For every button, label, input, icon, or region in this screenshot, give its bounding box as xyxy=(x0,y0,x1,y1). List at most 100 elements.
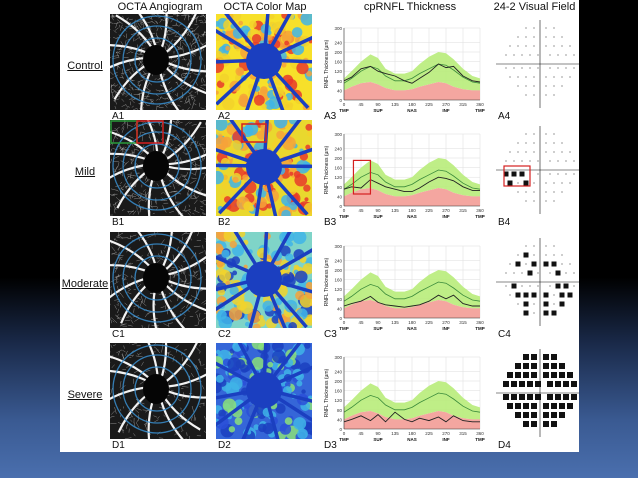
octa-colormap-mild xyxy=(216,120,312,216)
y-tick-label: 40 xyxy=(337,417,343,422)
row-label-control: Control xyxy=(67,60,103,72)
normal-mean-line xyxy=(343,281,481,302)
panel-label-c3: C3 xyxy=(324,329,337,340)
header-visual-field: 24-2 Visual Field xyxy=(493,1,576,13)
header-colormap: OCTA Color Map xyxy=(223,1,307,13)
x-tick-label: 45 xyxy=(358,208,364,213)
x-tick-label: 45 xyxy=(358,431,364,436)
panel-label-c4: C4 xyxy=(498,329,511,340)
rnfl-chart-severe: 0 40 80 120 160 200 240 300 0 45 90 135 180 225 270 315… xyxy=(322,351,492,451)
rnfl-chart-mild: 0 40 80 120 160 200 240 300 0 45 90 135 180 225 270 315… xyxy=(322,128,492,228)
y-axis-label: RNFL Thickness (µm) xyxy=(324,257,330,306)
y-tick-label: 160 xyxy=(334,60,342,65)
y-tick-label: 300 xyxy=(334,244,342,249)
x-tick-label: 180 xyxy=(408,431,416,436)
x-tick-label: 360 xyxy=(476,431,484,436)
x-region-label: NAS xyxy=(407,214,417,219)
y-tick-label: 200 xyxy=(334,379,342,384)
x-region-label: TMP xyxy=(339,437,349,442)
x-tick-label: 225 xyxy=(425,102,433,107)
x-region-label: TMP xyxy=(475,108,485,113)
y-tick-label: 240 xyxy=(334,258,342,263)
x-tick-label: 315 xyxy=(459,431,467,436)
x-tick-label: 45 xyxy=(358,320,364,325)
octa-angiogram-mild xyxy=(110,120,206,216)
below-normal-band xyxy=(344,82,480,100)
panel-label-a2: A2 xyxy=(218,111,231,122)
x-tick-label: 270 xyxy=(442,431,450,436)
highlight-box xyxy=(352,159,372,195)
normal-mean-line xyxy=(343,169,481,190)
x-tick-label: 180 xyxy=(408,320,416,325)
panel-label-d4: D4 xyxy=(498,440,511,451)
x-tick-label: 225 xyxy=(425,431,433,436)
y-tick-label: 160 xyxy=(334,166,342,171)
x-tick-label: 315 xyxy=(459,320,467,325)
y-tick-label: 160 xyxy=(334,278,342,283)
panel-label-c2: C2 xyxy=(218,329,231,340)
y-tick-label: 240 xyxy=(334,369,342,374)
below-normal-band xyxy=(344,188,480,206)
y-tick-label: 40 xyxy=(337,306,343,311)
panel-label-a4: A4 xyxy=(498,111,511,122)
rnfl-chart-control: 0 40 80 120 160 200 240 300 0 45 90 135 180 225 270 315… xyxy=(322,22,492,122)
octa-colormap-control xyxy=(216,14,312,110)
patient-line xyxy=(343,63,481,84)
row-label-mild: Mild xyxy=(74,166,96,178)
normal-band xyxy=(344,158,480,197)
x-tick-label: 135 xyxy=(391,102,399,107)
y-tick-label: 40 xyxy=(337,88,343,93)
x-tick-label: 135 xyxy=(391,320,399,325)
x-region-label: NAS xyxy=(407,326,417,331)
visual-field-moderate xyxy=(496,238,579,326)
x-region-label: SUP xyxy=(373,108,382,113)
y-tick-label: 0 xyxy=(339,98,342,103)
x-region-label: TMP xyxy=(475,437,485,442)
normal-band xyxy=(344,381,480,420)
x-tick-label: 225 xyxy=(425,208,433,213)
y-tick-label: 160 xyxy=(334,389,342,394)
octa-colormap-severe xyxy=(216,343,312,439)
x-tick-label: 360 xyxy=(476,102,484,107)
panel-label-d3: D3 xyxy=(324,440,337,451)
octa-colormap-moderate xyxy=(216,232,312,328)
x-tick-label: 180 xyxy=(408,208,416,213)
x-tick-label: 270 xyxy=(442,320,450,325)
row-label-severe: Severe xyxy=(67,389,103,401)
x-tick-label: 0 xyxy=(343,102,346,107)
x-region-label: INF xyxy=(442,214,450,219)
y-tick-label: 200 xyxy=(334,156,342,161)
x-tick-label: 360 xyxy=(476,320,484,325)
visual-field-severe xyxy=(496,349,579,437)
figure-panel: OCTA Angiogram OCTA Color Map cpRNFL Thi… xyxy=(60,0,579,452)
x-region-label: TMP xyxy=(339,214,349,219)
y-tick-label: 120 xyxy=(334,398,342,403)
panel-label-a3: A3 xyxy=(324,111,337,122)
y-tick-label: 240 xyxy=(334,40,342,45)
y-tick-label: 300 xyxy=(334,26,342,31)
x-tick-label: 0 xyxy=(343,431,346,436)
y-tick-label: 120 xyxy=(334,287,342,292)
header-rnfl: cpRNFL Thickness xyxy=(363,1,457,13)
x-tick-label: 0 xyxy=(343,208,346,213)
x-tick-label: 315 xyxy=(459,208,467,213)
header-angiogram: OCTA Angiogram xyxy=(117,1,203,13)
x-tick-label: 270 xyxy=(442,102,450,107)
visual-field-control xyxy=(496,20,579,108)
x-tick-label: 315 xyxy=(459,102,467,107)
x-tick-label: 225 xyxy=(425,320,433,325)
panel-label-c1: C1 xyxy=(112,329,125,340)
normal-mean-line xyxy=(343,392,481,413)
y-tick-label: 120 xyxy=(334,175,342,180)
y-tick-label: 40 xyxy=(337,194,343,199)
x-region-label: INF xyxy=(442,437,450,442)
x-region-label: SUP xyxy=(373,214,382,219)
y-tick-label: 80 xyxy=(337,297,343,302)
y-tick-label: 0 xyxy=(339,427,342,432)
rnfl-chart-moderate: 0 40 80 120 160 200 240 300 0 45 90 135 180 225 270 315… xyxy=(322,240,492,340)
x-tick-label: 180 xyxy=(408,102,416,107)
y-tick-label: 120 xyxy=(334,69,342,74)
y-axis-label: RNFL Thickness (µm) xyxy=(324,145,330,194)
y-tick-label: 200 xyxy=(334,50,342,55)
patient-line xyxy=(343,176,480,193)
